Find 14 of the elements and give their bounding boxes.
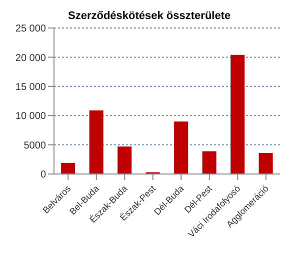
y-tick-label: 5000 xyxy=(24,140,46,152)
bar xyxy=(118,146,132,174)
bar xyxy=(258,152,273,174)
bar xyxy=(61,162,76,174)
y-tick-label: 20 000 xyxy=(15,52,46,64)
bar xyxy=(89,110,104,174)
bar xyxy=(230,54,245,174)
bar xyxy=(202,151,216,174)
y-tick-label: 15 000 xyxy=(15,82,46,93)
bar xyxy=(174,121,188,174)
y-tick-label: 10 000 xyxy=(15,111,46,122)
y-tick-label: 0 xyxy=(40,170,46,181)
y-tick-label: 25 000 xyxy=(15,24,46,35)
chart-title: Szerződéskötések összterülete xyxy=(68,10,231,22)
